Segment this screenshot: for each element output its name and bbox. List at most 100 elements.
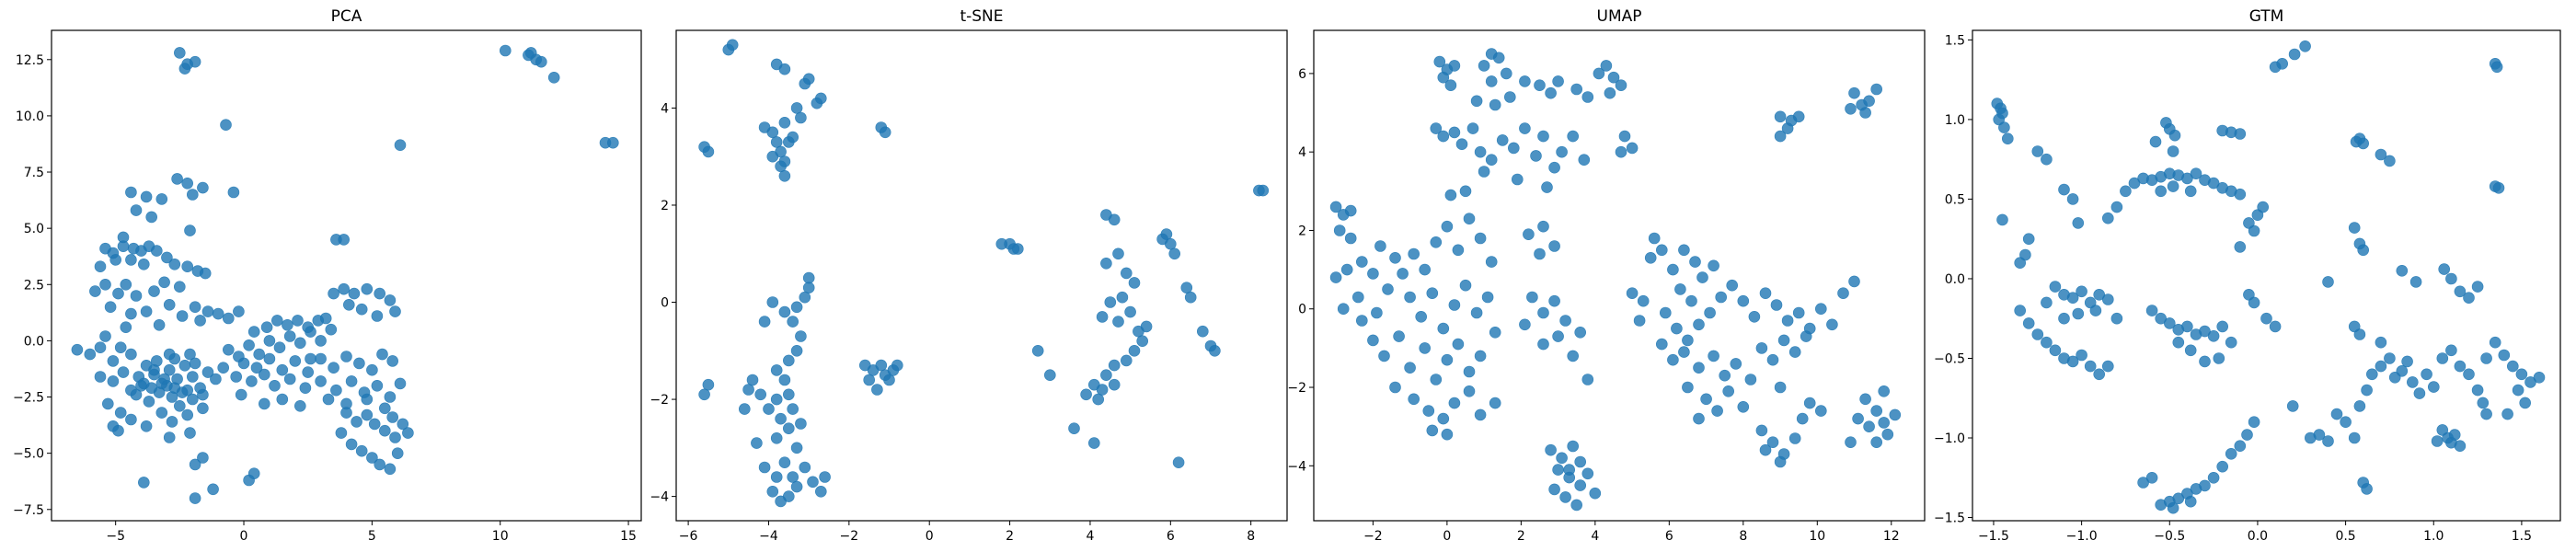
gtm-point bbox=[2463, 368, 2475, 381]
t-sne-point bbox=[782, 354, 795, 367]
pca-point bbox=[189, 492, 201, 504]
umap-point bbox=[1737, 294, 1750, 307]
gtm-point bbox=[2049, 344, 2062, 357]
umap-point bbox=[1408, 393, 1420, 406]
pca-point bbox=[197, 402, 209, 415]
gtm-point bbox=[2145, 305, 2158, 316]
pca-xtick-label: −5 bbox=[106, 529, 125, 544]
umap-point bbox=[1726, 279, 1738, 292]
t-sne-point bbox=[758, 461, 771, 474]
t-sne-point bbox=[698, 388, 710, 401]
pca-point bbox=[187, 189, 199, 201]
pca-point bbox=[353, 357, 365, 370]
t-sne-point bbox=[1160, 228, 1173, 240]
gtm-point bbox=[2361, 483, 2373, 495]
t-sne-point bbox=[1128, 277, 1141, 289]
umap-point bbox=[1781, 315, 1794, 327]
umap-point bbox=[1552, 75, 1564, 87]
gtm-point bbox=[2172, 336, 2185, 349]
t-sne-point bbox=[758, 121, 771, 133]
pca-point bbox=[328, 287, 339, 300]
gtm-point bbox=[2199, 479, 2211, 492]
t-sne-point bbox=[814, 485, 827, 498]
gtm-point bbox=[1996, 213, 2008, 226]
gtm-point bbox=[2436, 352, 2449, 364]
pca-point bbox=[276, 363, 289, 376]
t-sne-point bbox=[790, 301, 803, 314]
umap-point bbox=[1333, 224, 1346, 236]
pca-point bbox=[99, 278, 111, 291]
t-sne-point bbox=[1209, 344, 1221, 357]
umap-point bbox=[1755, 342, 1768, 354]
umap-point bbox=[1452, 338, 1465, 351]
t-sne-point bbox=[1092, 393, 1104, 406]
umap-point bbox=[1552, 330, 1564, 342]
pca-point bbox=[322, 393, 335, 406]
gtm-xtick-label: 0.5 bbox=[2335, 529, 2355, 544]
umap-point bbox=[1430, 374, 1443, 385]
umap-point bbox=[1878, 385, 1890, 397]
umap-point bbox=[1459, 279, 1472, 292]
umap-point bbox=[1356, 315, 1368, 327]
gtm-point bbox=[2384, 352, 2396, 364]
t-sne-point bbox=[1104, 296, 1117, 308]
pca-point bbox=[319, 312, 332, 325]
umap-point bbox=[1589, 487, 1602, 500]
pca-point bbox=[94, 341, 107, 354]
pca-point bbox=[258, 368, 270, 381]
umap-point bbox=[1448, 126, 1461, 139]
pca-point bbox=[499, 44, 512, 57]
t-sne-point bbox=[770, 136, 783, 148]
pca-point bbox=[247, 326, 260, 338]
umap-point bbox=[1485, 256, 1498, 268]
umap-point bbox=[1344, 232, 1357, 245]
gtm-point bbox=[2515, 368, 2528, 381]
umap-point bbox=[1352, 291, 1364, 304]
pca-xtick-label: 10 bbox=[492, 529, 509, 544]
pca-point bbox=[315, 335, 327, 347]
umap-ytick-label: 6 bbox=[1298, 67, 1306, 82]
pca-point bbox=[361, 282, 374, 295]
umap-point bbox=[1852, 412, 1864, 425]
gtm-xtick-label: 0.0 bbox=[2248, 529, 2268, 544]
t-sne-point bbox=[1108, 359, 1121, 372]
t-sne-point bbox=[738, 403, 751, 415]
umap-point bbox=[1837, 287, 1849, 300]
pca-point bbox=[158, 276, 170, 289]
pca-point bbox=[366, 363, 378, 376]
gtm-point bbox=[2353, 328, 2366, 340]
gtm-point bbox=[2022, 233, 2035, 246]
umap-point bbox=[1437, 412, 1450, 425]
pca-point bbox=[153, 318, 166, 331]
umap-point bbox=[1766, 436, 1779, 449]
gtm-point bbox=[2041, 153, 2053, 166]
pca-point bbox=[84, 348, 97, 361]
umap-point bbox=[1581, 467, 1594, 480]
umap-point bbox=[1826, 318, 1838, 331]
pca-point bbox=[351, 416, 362, 428]
gtm-point bbox=[2477, 397, 2490, 409]
gtm-panel: GTM −1.5 −1.0 −0.5 0.0 0.5 1.0 1.5 −1.5 −1.0 −0.5 0… bbox=[1934, 7, 2561, 544]
umap-point bbox=[1618, 130, 1631, 143]
umap-point bbox=[1644, 251, 1657, 264]
pca-point bbox=[258, 397, 270, 410]
pca-point bbox=[163, 363, 176, 376]
t-sne-point bbox=[775, 412, 787, 425]
pca-ytick-label: −5.0 bbox=[13, 447, 44, 462]
pca-ytick-label: 12.5 bbox=[16, 53, 44, 68]
gtm-point bbox=[2041, 336, 2053, 349]
umap-point bbox=[1404, 362, 1416, 374]
gtm-point bbox=[2168, 129, 2181, 142]
t-sne-point bbox=[790, 480, 803, 493]
gtm-axes-frame bbox=[1972, 29, 2561, 522]
pca-point bbox=[389, 305, 401, 317]
umap-point bbox=[1863, 420, 1875, 433]
gtm-point bbox=[2407, 376, 2419, 388]
t-sne-ytick-label: 4 bbox=[661, 101, 669, 116]
umap-ytick-label: 4 bbox=[1298, 145, 1306, 160]
umap-point bbox=[1329, 271, 1342, 283]
umap-point bbox=[1848, 275, 1860, 288]
umap-point bbox=[1474, 145, 1487, 158]
gtm-point bbox=[2234, 128, 2247, 140]
